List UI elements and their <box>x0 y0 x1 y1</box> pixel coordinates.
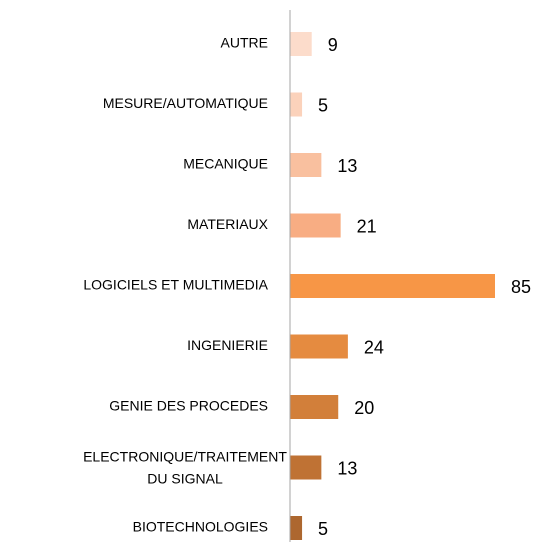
value-label: 5 <box>318 95 328 115</box>
category-label: GENIE DES PROCEDES <box>109 398 268 414</box>
category-label-line: ELECTRONIQUE/TRAITEMENT <box>83 448 287 464</box>
category-label-line: DU SIGNAL <box>147 470 223 486</box>
value-label: 9 <box>328 35 338 55</box>
value-label: 13 <box>337 458 357 478</box>
bar <box>290 32 312 56</box>
bar <box>290 92 303 117</box>
value-label: 5 <box>318 519 328 539</box>
value-label: 13 <box>337 156 357 176</box>
value-label: 24 <box>364 337 384 357</box>
bar <box>290 395 339 419</box>
bar <box>290 334 348 359</box>
value-label: 21 <box>357 216 377 236</box>
category-label: AUTRE <box>221 35 268 51</box>
category-label: MECANIQUE <box>183 156 268 172</box>
bar <box>290 455 322 480</box>
category-label: LOGICIELS ET MULTIMEDIA <box>83 277 268 293</box>
category-label: MESURE/AUTOMATIQUE <box>103 95 268 111</box>
value-label: 20 <box>354 398 374 418</box>
bar <box>290 274 495 298</box>
value-label: 85 <box>511 277 531 297</box>
category-label: INGENIERIE <box>187 337 268 353</box>
bar <box>290 213 341 238</box>
bar <box>290 153 322 177</box>
bar <box>290 516 303 540</box>
category-label: BIOTECHNOLOGIES <box>133 519 268 535</box>
category-label: MATERIAUX <box>187 216 268 232</box>
category-label: ELECTRONIQUE/TRAITEMENT DU SIGNAL <box>83 448 287 486</box>
